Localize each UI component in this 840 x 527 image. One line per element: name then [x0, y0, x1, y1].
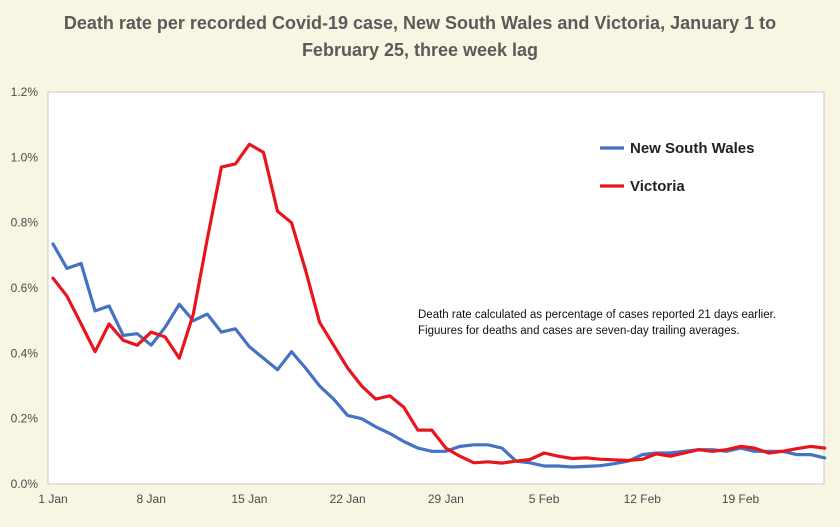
y-tick-label: 0.0%	[11, 477, 39, 491]
x-tick-label: 22 Jan	[330, 492, 366, 506]
x-tick-label: 12 Feb	[624, 492, 662, 506]
legend-label: Victoria	[630, 178, 685, 195]
y-tick-label: 0.2%	[11, 412, 39, 426]
y-tick-label: 1.0%	[11, 150, 39, 164]
x-tick-label: 8 Jan	[137, 492, 166, 506]
y-tick-label: 0.8%	[11, 216, 39, 230]
legend-label: New South Wales	[630, 140, 754, 157]
series-line	[51, 142, 827, 465]
x-tick-label: 19 Feb	[722, 492, 760, 506]
x-tick-label: 5 Feb	[529, 492, 560, 506]
y-tick-label: 0.4%	[11, 346, 39, 360]
y-tick-label: 0.6%	[11, 281, 39, 295]
chart-title-line-2: February 25, three week lag	[301, 40, 539, 60]
x-tick-label: 1 Jan	[38, 492, 67, 506]
y-tick-label: 1.2%	[11, 85, 39, 99]
x-tick-label: 15 Jan	[231, 492, 267, 506]
chart-title: Death rate per recorded Covid-19 case, N…	[40, 10, 800, 64]
annotation-line-1: Death rate calculated as percentage of c…	[418, 309, 776, 321]
chart-annotation: Death rate calculated as percentage of c…	[418, 307, 798, 339]
chart-title-line-1: Death rate per recorded Covid-19 case, N…	[63, 13, 777, 33]
annotation-line-2: Figuures for deaths and cases are seven-…	[418, 325, 740, 337]
x-tick-label: 29 Jan	[428, 492, 464, 506]
plot-area	[47, 91, 825, 485]
